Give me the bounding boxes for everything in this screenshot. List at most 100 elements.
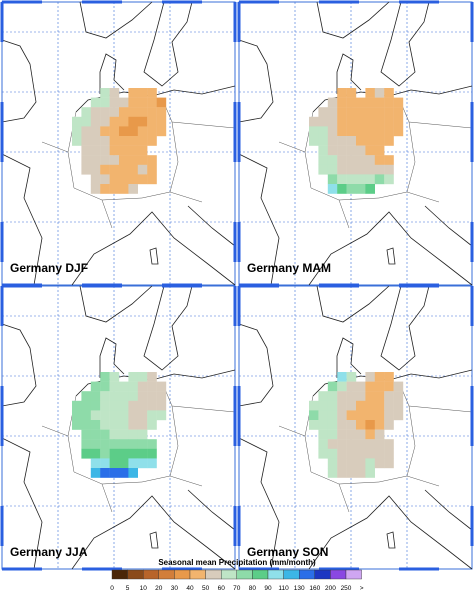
grid-cell (137, 97, 148, 108)
grid-cell (346, 155, 357, 165)
grid-cell (119, 391, 129, 401)
grid-cell (81, 116, 91, 127)
panel-label: Germany SON (247, 545, 328, 559)
grid-cell (365, 439, 375, 449)
map-panel: Germany JJA (0, 284, 237, 571)
grid-cell (327, 468, 338, 478)
grid-cell (90, 107, 101, 117)
colorbar-label: 70 (233, 585, 241, 592)
grid-cell (137, 448, 148, 459)
grid-cells (72, 88, 167, 194)
grid-cell (318, 136, 328, 146)
colorbar-label: 0 (110, 585, 114, 592)
grid-cell (365, 468, 375, 478)
grid-cell (119, 145, 129, 156)
grid-cell (128, 381, 138, 392)
grid-cell (327, 174, 338, 185)
grid-cell (137, 116, 148, 127)
grid-cell (109, 391, 120, 401)
grid-cell (374, 372, 385, 382)
grid-cell (81, 439, 91, 449)
grid-cell (100, 155, 110, 165)
grid-cell (346, 391, 357, 401)
grid-cell (365, 174, 375, 185)
grid-cell (137, 439, 148, 449)
grid-cell (128, 97, 138, 108)
colorbar-label: 130 (294, 585, 305, 592)
grid-cell (109, 429, 120, 440)
panel-label: Germany DJF (10, 261, 88, 275)
grid-cell (356, 184, 366, 194)
grid-cell (337, 381, 347, 392)
grid-cell (100, 174, 110, 185)
grid-cell (337, 155, 347, 165)
grid-cell (365, 126, 375, 137)
panels: Germany DJF Germany MAM Germany JJA Germany… (0, 0, 474, 571)
grid-cell (337, 448, 347, 459)
grid-cell (137, 429, 148, 440)
colorbar-label: 60 (218, 585, 226, 592)
grid-cell (337, 391, 347, 401)
grid-cell (119, 174, 129, 185)
grid-cell (90, 391, 101, 401)
grid-cell (90, 468, 101, 478)
grid-cell (137, 410, 148, 421)
grid-cell (128, 164, 138, 175)
grid-cell (81, 164, 91, 175)
grid-cell (318, 116, 328, 127)
grid-cell (356, 164, 366, 175)
colorbar-label: 110 (278, 585, 289, 592)
grid-cell (119, 458, 129, 469)
grid-cell (119, 136, 129, 146)
grid-cell (137, 391, 148, 401)
grid-cell (109, 107, 120, 117)
grid-cell (346, 107, 357, 117)
grid-cell (72, 126, 82, 137)
grid-cell (109, 126, 120, 137)
grid-cell (327, 145, 338, 156)
grid-cell (393, 126, 404, 137)
grid-cell (109, 410, 120, 421)
panel-label: Germany JJA (10, 545, 88, 559)
grid-cell (346, 164, 357, 175)
grid-cell (318, 145, 328, 156)
grid-cell (384, 136, 394, 146)
grid-cell (309, 410, 319, 421)
grid-cell (100, 410, 110, 421)
grid-cell (346, 126, 357, 137)
colorbar-label: 90 (264, 585, 272, 592)
grid-cell (119, 164, 129, 175)
grid-cell (327, 164, 338, 175)
grid-cell (72, 400, 82, 411)
grid-cell (365, 164, 375, 175)
grid-cell (147, 400, 157, 411)
grid-cell (327, 381, 338, 392)
grid-cell (384, 107, 394, 117)
grid-cell (384, 439, 394, 449)
grid-cell (90, 174, 101, 185)
grid-cell (147, 116, 157, 127)
colorbar-box (220, 569, 237, 580)
grid-cell (100, 116, 110, 127)
grid-cell (156, 107, 167, 117)
grid-cell (128, 468, 138, 478)
grid-cell (100, 136, 110, 146)
grid-cell (90, 410, 101, 421)
grid-cell (109, 439, 120, 449)
grid-cell (384, 391, 394, 401)
grid-cell (147, 381, 157, 392)
grid-cell (365, 116, 375, 127)
grid-cell (137, 136, 148, 146)
grid-cell (337, 420, 347, 430)
colorbar-box (314, 569, 331, 580)
grid-cell (365, 391, 375, 401)
grid-cell (356, 126, 366, 137)
grid-cell (337, 468, 347, 478)
grid-cell (384, 410, 394, 421)
grid-cell (81, 420, 91, 430)
grid-cell (109, 458, 120, 469)
grid-cell (356, 439, 366, 449)
grid-cell (109, 400, 120, 411)
grid-cell (156, 410, 167, 421)
